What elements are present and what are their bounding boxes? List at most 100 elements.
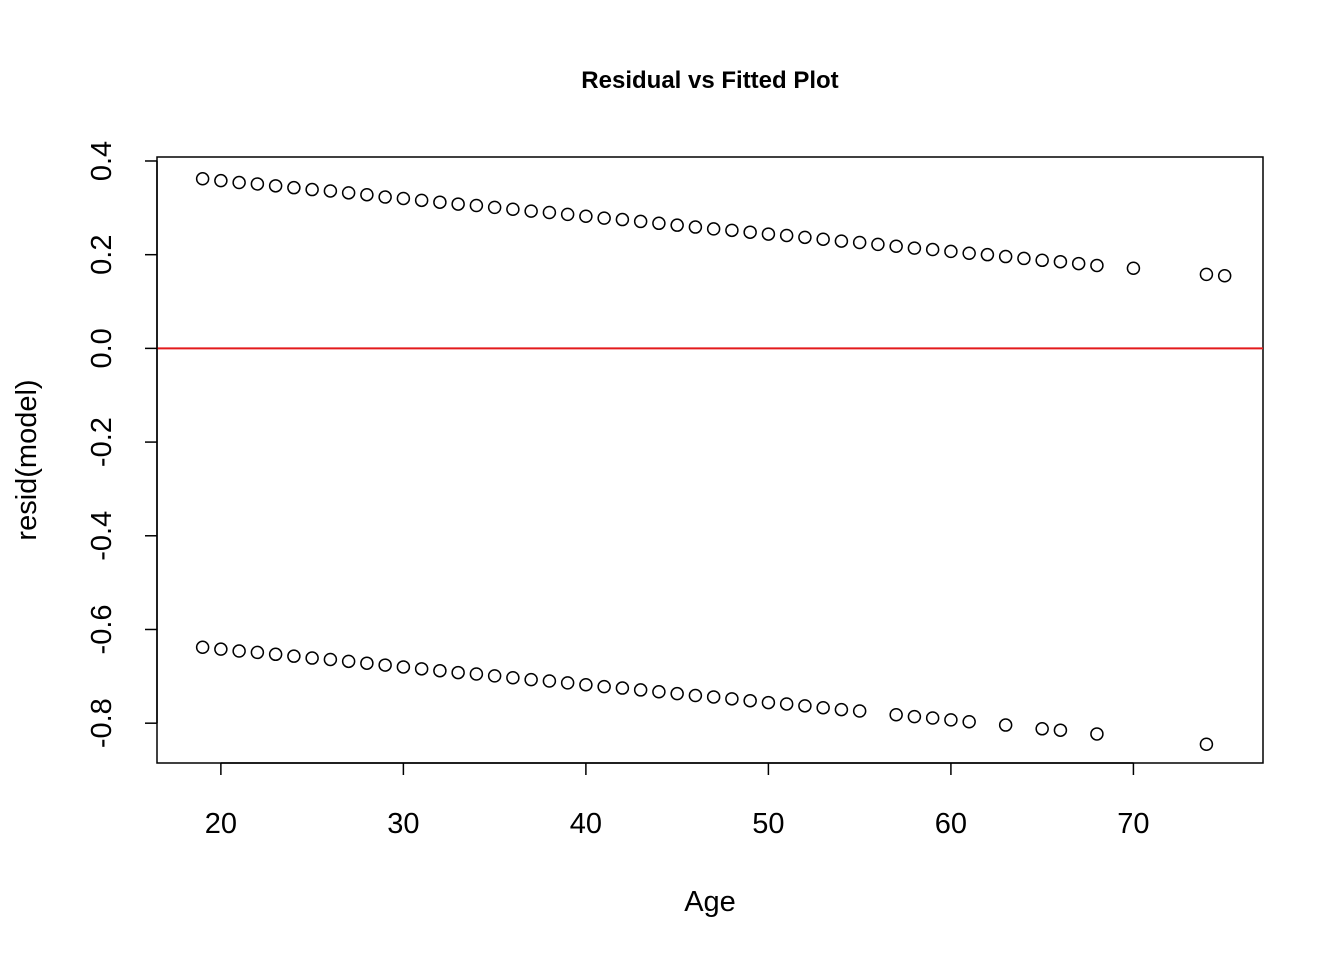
data-point	[743, 693, 757, 708]
data-point	[1090, 727, 1104, 741]
data-point	[670, 218, 684, 232]
data-point	[597, 211, 611, 225]
y-axis: -0.8 -0.6 -0.4 -0.2 0.0 0.2 0.4	[86, 141, 158, 748]
data-point	[597, 679, 611, 694]
data-point	[506, 202, 520, 216]
data-point	[1217, 269, 1232, 283]
data-point	[1035, 722, 1049, 736]
data-point	[688, 688, 703, 703]
data-point	[670, 686, 684, 701]
data-point	[944, 244, 958, 259]
data-point	[232, 175, 246, 190]
data-point	[871, 237, 885, 252]
data-point	[798, 230, 812, 245]
data-point	[378, 658, 392, 672]
data-point	[378, 190, 392, 204]
data-point	[250, 177, 265, 191]
data-point	[688, 220, 703, 234]
x-tick-label: 40	[570, 808, 602, 840]
data-point	[396, 660, 411, 674]
data-point	[1199, 267, 1214, 282]
data-point	[1053, 723, 1068, 737]
data-point	[743, 225, 757, 239]
data-point	[962, 715, 976, 729]
data-point	[889, 239, 903, 253]
data-point	[615, 212, 630, 227]
data-point	[414, 193, 429, 208]
data-point	[1090, 258, 1104, 273]
data-point	[433, 195, 447, 209]
data-point	[414, 662, 429, 676]
data-point	[925, 711, 940, 725]
data-point	[287, 180, 301, 195]
data-point	[706, 222, 721, 236]
data-point	[451, 665, 465, 680]
data-point	[487, 200, 502, 215]
x-tick-label: 20	[205, 808, 237, 840]
data-point	[852, 704, 867, 718]
data-point	[560, 207, 575, 222]
data-point	[725, 223, 739, 238]
data-point	[998, 718, 1013, 732]
data-point	[816, 232, 830, 246]
data-point	[268, 647, 283, 662]
data-point	[1017, 251, 1031, 266]
data-point	[305, 651, 319, 665]
x-tick-label: 50	[752, 808, 784, 840]
data-point	[889, 707, 903, 722]
data-point	[633, 214, 648, 229]
chart-title: Residual vs Fitted Plot	[581, 67, 838, 94]
data-point	[652, 216, 666, 231]
data-point	[1053, 254, 1068, 269]
x-axis-label: Age	[684, 886, 736, 918]
data-point	[542, 205, 557, 220]
y-axis-label: resid(model)	[11, 379, 43, 540]
data-point	[798, 699, 812, 713]
data-point	[433, 663, 447, 678]
y-tick-label: 0.0	[86, 328, 118, 368]
data-point	[706, 690, 721, 704]
data-point	[469, 198, 484, 213]
data-point	[214, 173, 228, 188]
data-point	[305, 182, 319, 197]
data-point	[615, 681, 630, 695]
x-axis: 20 30 40 50 60 70	[205, 762, 1150, 840]
data-point	[341, 654, 356, 669]
data-point	[852, 235, 867, 250]
y-tick-label: -0.6	[86, 604, 118, 654]
data-point	[907, 709, 922, 724]
data-point	[1071, 256, 1086, 271]
x-tick-label: 30	[387, 808, 419, 840]
data-point	[980, 247, 995, 262]
data-point	[779, 697, 794, 711]
data-point	[396, 191, 411, 206]
data-point	[542, 674, 557, 688]
data-point	[341, 186, 356, 200]
plot-area-border	[156, 156, 1264, 764]
data-point	[1035, 253, 1049, 268]
data-point	[633, 683, 648, 697]
y-tick-label: -0.2	[86, 417, 118, 467]
data-point	[469, 667, 484, 681]
data-point	[944, 713, 958, 727]
data-point	[816, 700, 830, 715]
data-point	[250, 645, 265, 660]
data-point	[524, 204, 538, 218]
data-point	[323, 184, 338, 198]
data-point	[360, 187, 374, 202]
x-tick-label: 60	[935, 808, 967, 840]
x-tick-label: 70	[1117, 808, 1149, 840]
data-point	[834, 234, 849, 248]
y-tick-label: 0.2	[86, 235, 118, 275]
data-point	[524, 672, 538, 687]
data-point	[451, 197, 465, 211]
y-tick-label: -0.8	[86, 698, 118, 748]
data-point	[761, 227, 776, 241]
y-tick-label: 0.4	[86, 141, 118, 181]
data-point	[998, 249, 1013, 264]
data-point	[360, 656, 374, 670]
data-point	[579, 678, 593, 692]
points-layer	[195, 172, 1232, 752]
data-point	[1199, 737, 1214, 752]
